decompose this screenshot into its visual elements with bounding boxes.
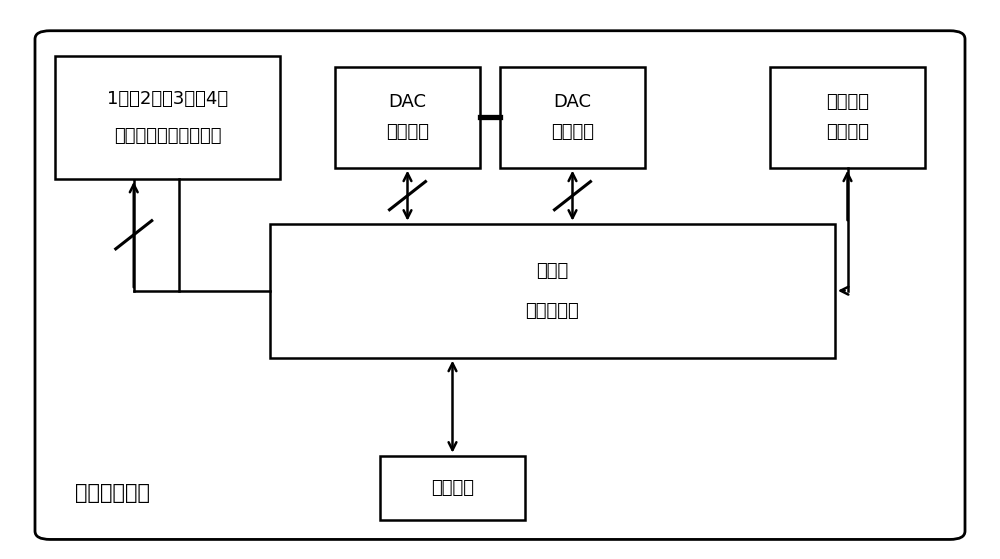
Text: 控制器内核: 控制器内核 [526,302,579,320]
Bar [770,67,925,168]
FancyBboxPatch shape [35,31,965,539]
Text: 配置接口: 配置接口 [431,479,474,497]
Bar [500,67,645,168]
Text: 模拟信号输出形式控制: 模拟信号输出形式控制 [114,127,221,145]
Text: 接收器控制器: 接收器控制器 [75,483,150,503]
Text: 接口总线: 接口总线 [826,124,869,141]
Bar [335,67,480,168]
Text: 数据总线: 数据总线 [551,124,594,141]
Text: DAC: DAC [554,93,592,111]
Text: 接收器: 接收器 [536,262,569,280]
Bar [380,456,525,520]
Text: DAC: DAC [389,93,427,111]
Text: 1路、2路、3路、4路: 1路、2路、3路、4路 [107,90,228,108]
Bar [270,224,835,358]
Text: 无线模块: 无线模块 [826,93,869,111]
Text: 控制总线: 控制总线 [386,124,429,141]
Bar [55,56,280,179]
